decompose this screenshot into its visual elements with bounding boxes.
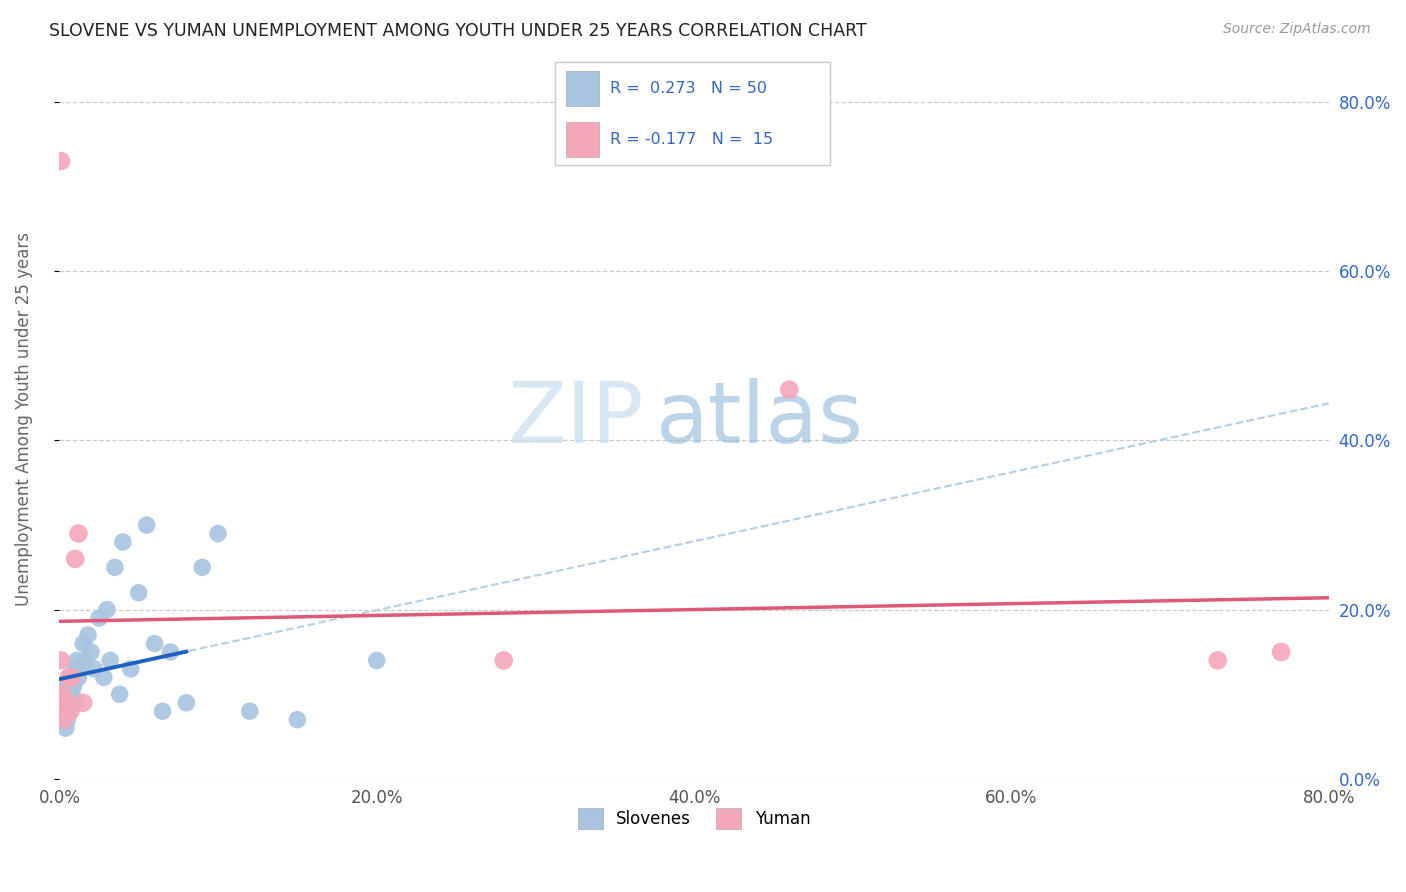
Point [56,696,79,710]
Text: SLOVENE VS YUMAN UNEMPLOYMENT AMONG YOUTH UNDER 25 YEARS CORRELATION CHART: SLOVENE VS YUMAN UNEMPLOYMENT AMONG YOUT… [49,22,868,40]
Point [108,687,131,701]
Point [53,704,76,718]
Point [176,696,198,710]
Text: R = -0.177   N =  15: R = -0.177 N = 15 [610,132,773,147]
Point [53,687,76,701]
Point [72,696,94,710]
Text: Source: ZipAtlas.com: Source: ZipAtlas.com [1223,22,1371,37]
Text: R =  0.273   N = 50: R = 0.273 N = 50 [610,80,768,95]
Point [49,653,72,667]
Point [59,704,82,718]
Point [492,653,515,667]
Point [49,154,72,169]
Point [67,670,90,684]
Point [73,653,96,667]
Point [159,645,181,659]
Point [1270,645,1292,659]
Point [60,687,83,701]
Point [120,662,142,676]
Point [55,721,77,735]
Point [58,687,80,701]
Point [111,535,134,549]
FancyBboxPatch shape [567,70,599,105]
Point [51,713,73,727]
Point [104,560,127,574]
Point [87,611,110,625]
Point [49,704,72,718]
Point [53,713,76,727]
Point [778,383,800,397]
Point [58,670,80,684]
Point [59,696,82,710]
Point [191,560,214,574]
Point [96,602,118,616]
Text: atlas: atlas [657,377,865,461]
Point [67,526,90,541]
Point [59,679,82,693]
Point [65,662,87,676]
Point [287,713,309,727]
Point [51,696,73,710]
Point [77,628,100,642]
Point [66,653,89,667]
Point [65,696,87,710]
Point [62,679,84,693]
Point [55,704,77,718]
Point [56,713,79,727]
Point [366,653,388,667]
Point [56,696,79,710]
Point [55,704,77,718]
Point [58,670,80,684]
Point [143,636,166,650]
Point [51,687,73,701]
Point [152,704,174,718]
Point [98,653,121,667]
Point [80,645,103,659]
Legend: Slovenes, Yuman: Slovenes, Yuman [571,802,817,835]
Point [56,704,79,718]
Point [60,670,83,684]
Point [135,518,157,533]
Point [56,679,79,693]
Text: ZIP: ZIP [506,377,644,461]
Point [128,586,150,600]
Point [83,662,105,676]
FancyBboxPatch shape [567,122,599,157]
Point [93,670,115,684]
Point [207,526,229,541]
Point [239,704,262,718]
Point [58,704,80,718]
Point [65,552,87,566]
Point [53,696,76,710]
Point [69,662,91,676]
Point [72,636,94,650]
Point [55,687,77,701]
Point [1206,653,1229,667]
Point [60,670,83,684]
Y-axis label: Unemployment Among Youth under 25 years: Unemployment Among Youth under 25 years [15,232,32,607]
